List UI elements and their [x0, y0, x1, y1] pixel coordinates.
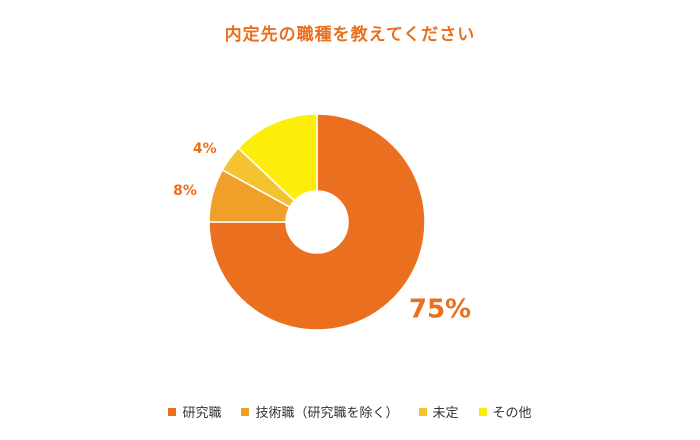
chart-legend: 研究職 技術職（研究職を除く） 未定 その他: [0, 402, 700, 421]
legend-item-4: その他: [478, 402, 532, 421]
data-label-1: 75%: [409, 295, 471, 325]
donut-slice-4: [237, 113, 318, 202]
legend-item-2: 技術職（研究職を除く）: [241, 402, 399, 421]
chart-title: 内定先の職種を教えてください: [224, 25, 476, 45]
donut-chart: 75% 8% 4%: [173, 113, 471, 331]
legend-label: その他: [492, 406, 532, 421]
legend-label: 技術職（研究職を除く）: [255, 406, 399, 421]
donut-slice-1: [208, 113, 426, 331]
data-label-3: 4%: [193, 141, 217, 157]
legend-swatch: [478, 407, 487, 416]
legend-swatch: [418, 407, 427, 416]
legend-swatch: [168, 407, 177, 416]
legend-label: 未定: [432, 406, 459, 421]
legend-swatch: [241, 407, 250, 416]
legend-label: 研究職: [182, 406, 222, 421]
legend-item-1: 研究職: [168, 402, 221, 421]
legend-item-3: 未定: [418, 402, 459, 421]
data-label-2: 8%: [173, 183, 197, 199]
